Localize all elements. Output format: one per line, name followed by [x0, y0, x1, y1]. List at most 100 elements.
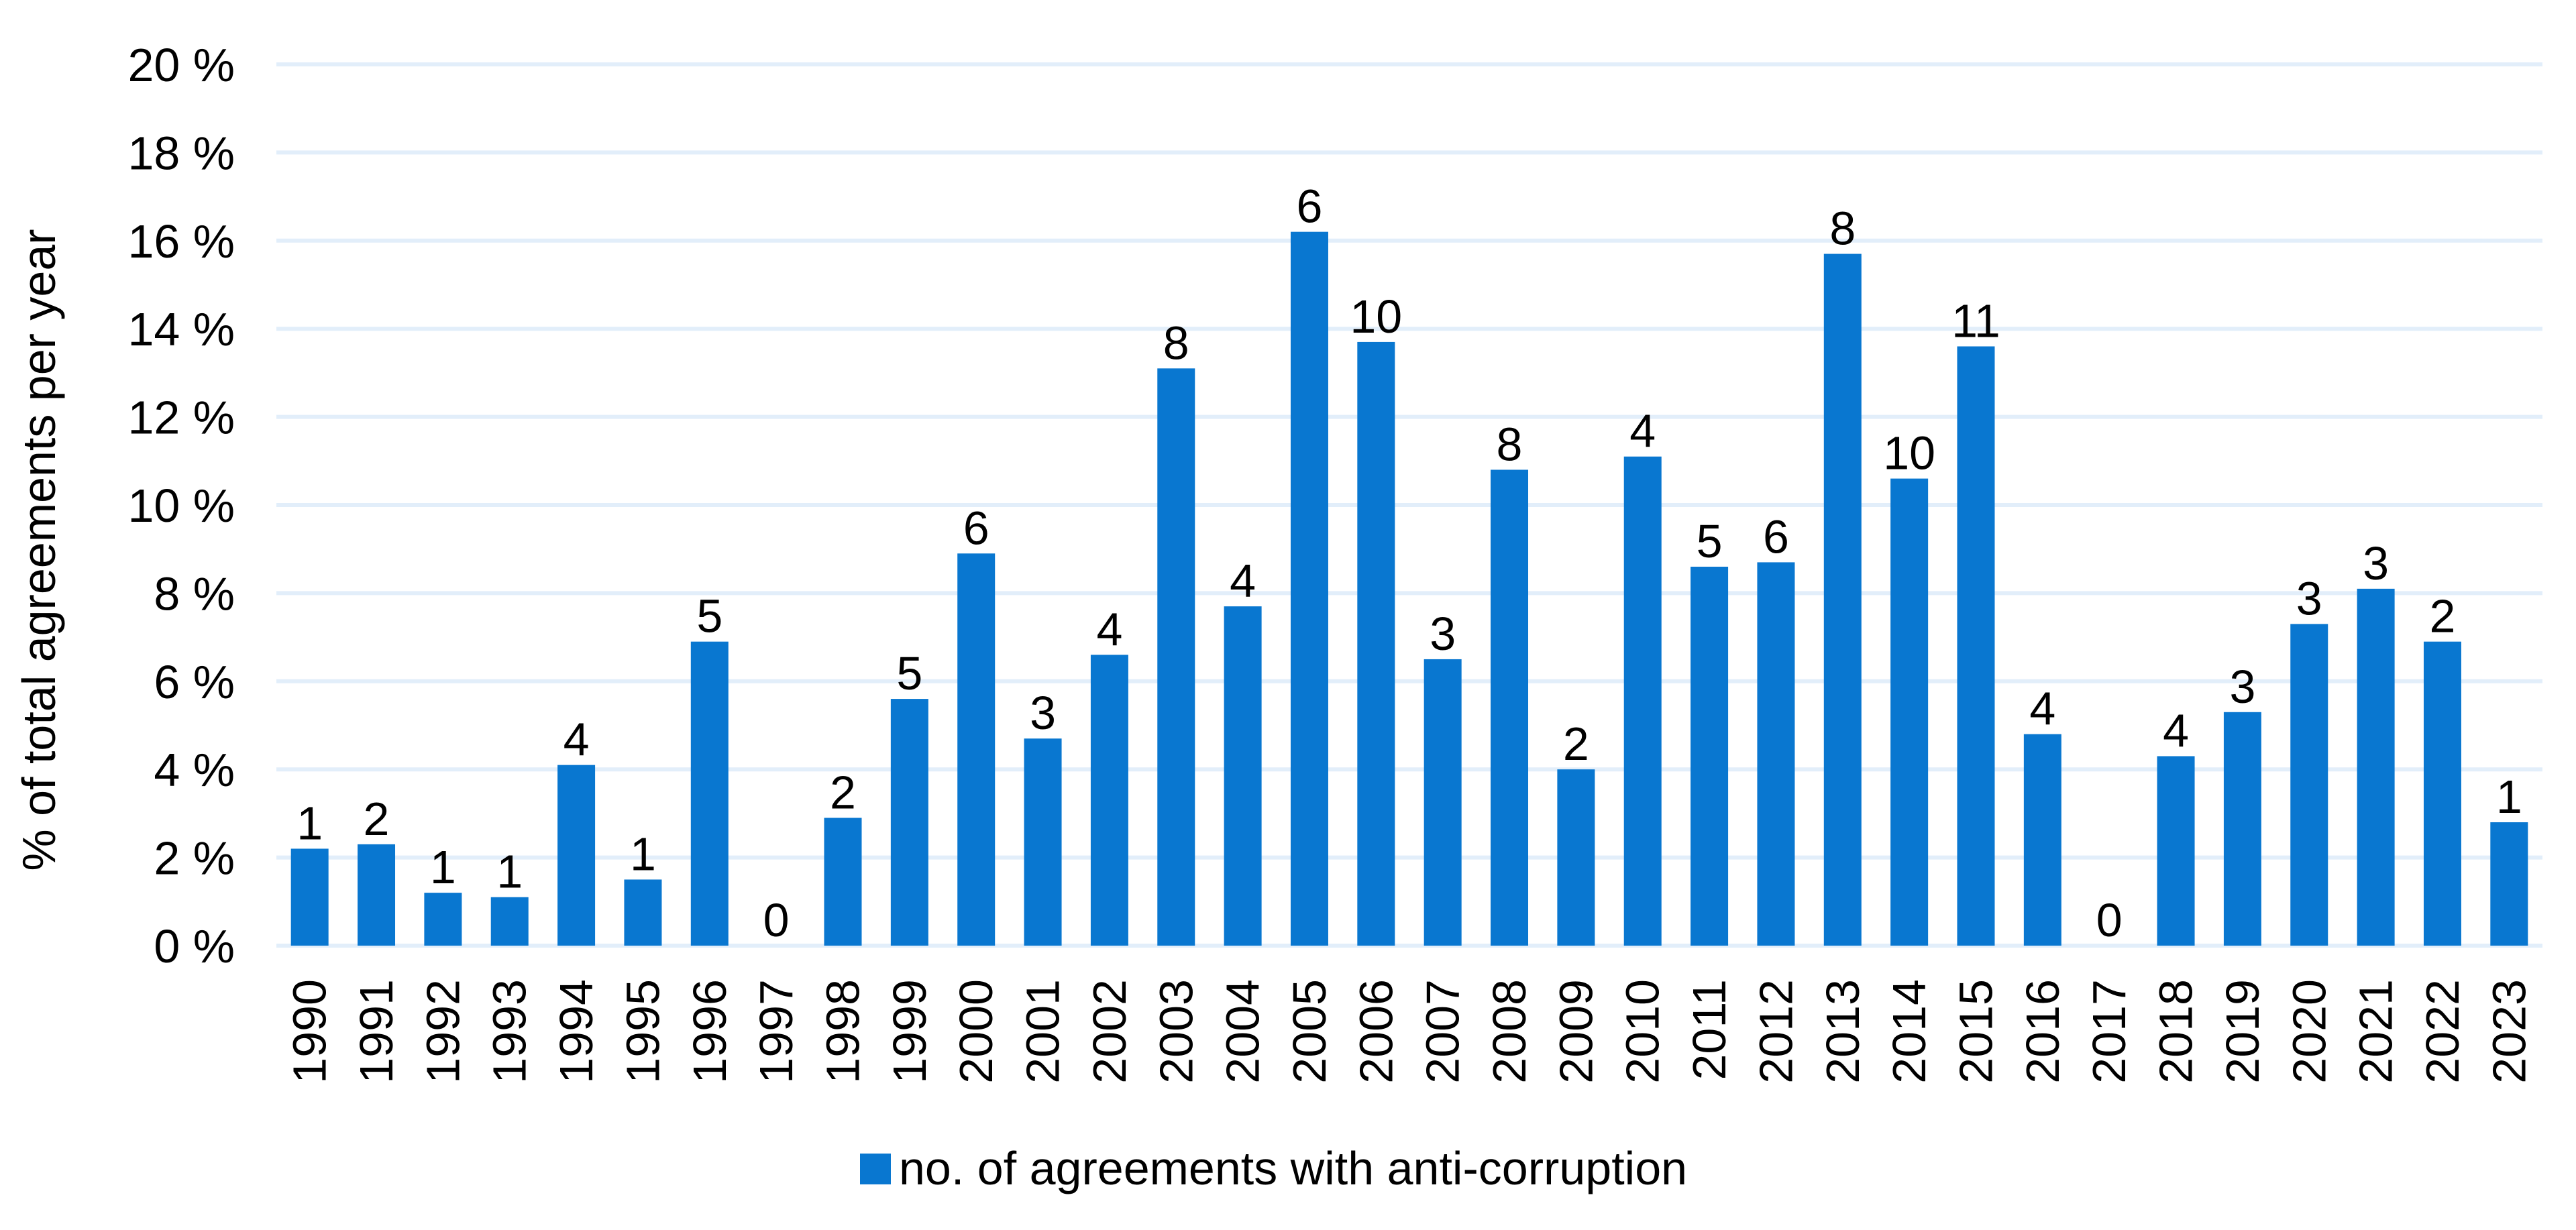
x-tick-label-2001: 2001	[1017, 979, 1069, 1084]
x-tick-label-1998: 1998	[817, 979, 869, 1084]
data-label-2008: 8	[1497, 418, 1523, 470]
data-label-1996: 5	[696, 590, 722, 642]
bar-2007	[1424, 659, 1462, 946]
bar-2021	[2357, 588, 2395, 946]
data-label-2018: 4	[2163, 704, 2189, 757]
bar-2008	[1491, 469, 1529, 946]
x-tick-label-2003: 2003	[1150, 979, 1202, 1084]
y-tick-label: 12 %	[127, 392, 235, 444]
bar-2002	[1090, 655, 1128, 946]
y-tick-label: 4 %	[154, 744, 235, 796]
data-label-2023: 1	[2496, 771, 2522, 823]
bar-2006	[1357, 341, 1395, 946]
data-label-2005: 6	[1297, 180, 1323, 233]
bar-2011	[1690, 566, 1729, 946]
bar-2014	[1890, 478, 1929, 946]
bar-2001	[1024, 738, 1062, 946]
bar-2016	[2023, 734, 2061, 946]
y-axis-ticks: 0 % 2 % 4 % 6 % 8 % 10 % 12 % 14 % 16 % 18 % 20 %	[127, 39, 235, 972]
data-label-1992: 1	[430, 841, 456, 893]
data-label-1998: 2	[830, 766, 856, 818]
data-label-2014: 10	[1883, 427, 1935, 480]
data-label-2019: 3	[2229, 661, 2255, 713]
data-label-1997: 0	[763, 894, 790, 946]
bars	[290, 231, 2528, 946]
data-label-2020: 3	[2296, 572, 2322, 624]
x-tick-label-2022: 2022	[2416, 979, 2469, 1084]
bar-2000	[957, 553, 996, 946]
x-tick-label-2021: 2021	[2350, 979, 2402, 1084]
data-label-2009: 2	[1563, 718, 1589, 770]
x-tick-label-2014: 2014	[1883, 979, 1935, 1084]
x-tick-label-1992: 1992	[417, 979, 469, 1084]
x-tick-label-2023: 2023	[2483, 979, 2535, 1084]
bar-1992	[424, 893, 462, 946]
data-label-2004: 4	[1230, 555, 1256, 607]
data-label-2022: 2	[2430, 590, 2456, 642]
x-tick-label-2006: 2006	[1350, 979, 1402, 1084]
x-tick-label-2017: 2017	[2083, 979, 2135, 1084]
x-tick-label-2005: 2005	[1283, 979, 1336, 1084]
bar-2020	[2290, 624, 2328, 946]
bar-1994	[557, 765, 596, 946]
y-axis-title: % of total agreements per year	[13, 229, 65, 871]
bar-2003	[1157, 368, 1195, 946]
y-tick-label: 0 %	[154, 920, 235, 972]
data-label-2013: 8	[1829, 203, 1856, 255]
bar-1996	[690, 641, 729, 946]
x-tick-label-1991: 1991	[350, 979, 402, 1084]
x-tick-label-2002: 2002	[1083, 979, 1136, 1084]
bar-2013	[1823, 254, 1862, 946]
y-tick-label: 6 %	[154, 656, 235, 708]
x-tick-label-2004: 2004	[1217, 979, 1269, 1084]
bar-2012	[1757, 562, 1795, 946]
x-tick-label-1997: 1997	[750, 979, 802, 1084]
data-label-2003: 8	[1163, 317, 1189, 369]
data-label-1994: 4	[564, 714, 590, 766]
y-tick-label: 2 %	[154, 832, 235, 885]
data-label-2011: 5	[1697, 515, 1723, 567]
x-tick-label-2019: 2019	[2216, 979, 2269, 1084]
y-tick-label: 18 %	[127, 127, 235, 179]
y-tick-label: 14 %	[127, 303, 235, 355]
bar-1999	[890, 699, 928, 946]
x-tick-label-1999: 1999	[883, 979, 936, 1084]
data-label-2007: 3	[1430, 608, 1456, 660]
data-label-2006: 10	[1350, 290, 1402, 343]
bar-2009	[1557, 769, 1595, 946]
x-tick-label-2015: 2015	[1950, 979, 2002, 1084]
y-tick-label: 8 %	[154, 567, 235, 620]
data-label-1993: 1	[496, 846, 523, 898]
x-tick-label-1994: 1994	[550, 979, 602, 1084]
data-label-2015: 11	[1951, 294, 2000, 347]
bar-2015	[1957, 346, 1995, 946]
bar-2010	[1623, 456, 1662, 946]
x-tick-label-2008: 2008	[1483, 979, 1536, 1084]
data-label-1999: 5	[896, 647, 922, 700]
x-tick-label-1990: 1990	[284, 979, 336, 1084]
x-tick-label-2009: 2009	[1550, 979, 1602, 1084]
data-label-1991: 2	[364, 793, 390, 845]
data-label-1990: 1	[297, 797, 323, 849]
gridlines	[276, 62, 2542, 948]
bar-1995	[624, 879, 662, 946]
x-tick-label-2010: 2010	[1617, 979, 1669, 1084]
data-label-2021: 3	[2363, 537, 2389, 590]
x-tick-label-1996: 1996	[684, 979, 736, 1084]
x-tick-label-2018: 2018	[2150, 979, 2202, 1084]
y-tick-label: 16 %	[127, 215, 235, 268]
x-tick-label-2011: 2011	[1683, 979, 1735, 1080]
bar-2019	[2223, 712, 2261, 946]
data-label-2012: 6	[1763, 510, 1789, 563]
legend-label: no. of agreements with anti-corruption	[899, 1142, 1687, 1194]
data-label-1995: 1	[630, 828, 656, 880]
y-tick-label: 10 %	[127, 480, 235, 532]
x-tick-label-1995: 1995	[616, 979, 669, 1084]
bar-2022	[2423, 641, 2461, 946]
y-tick-label: 20 %	[127, 39, 235, 91]
x-tick-label-2012: 2012	[1750, 979, 1802, 1084]
legend: no. of agreements with anti-corruption	[860, 1142, 1687, 1194]
data-label-2010: 4	[1629, 405, 1656, 457]
